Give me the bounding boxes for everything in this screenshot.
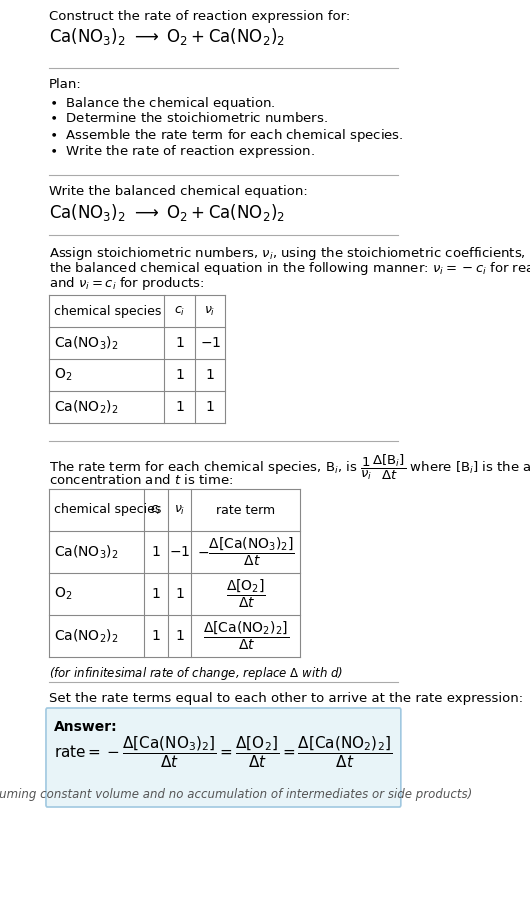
Text: Construct the rate of reaction expression for:: Construct the rate of reaction expressio… — [49, 10, 350, 23]
Text: $\mathrm{Ca(NO_3)_2}$: $\mathrm{Ca(NO_3)_2}$ — [54, 543, 119, 561]
Text: chemical species: chemical species — [54, 305, 162, 318]
Text: $-1$: $-1$ — [169, 545, 190, 559]
Text: $c_i$: $c_i$ — [150, 503, 162, 517]
Text: $\bullet$  Determine the stoichiometric numbers.: $\bullet$ Determine the stoichiometric n… — [49, 111, 328, 125]
FancyBboxPatch shape — [46, 708, 401, 807]
Text: rate term: rate term — [216, 503, 276, 517]
Text: 1: 1 — [206, 368, 215, 382]
Text: 1: 1 — [152, 587, 160, 601]
Text: (assuming constant volume and no accumulation of intermediates or side products): (assuming constant volume and no accumul… — [0, 788, 472, 801]
Text: $\mathrm{Ca(NO_3)_2}$: $\mathrm{Ca(NO_3)_2}$ — [54, 334, 119, 351]
Text: $\mathrm{Ca(NO_2)_2}$: $\mathrm{Ca(NO_2)_2}$ — [54, 399, 119, 416]
Text: $\nu_i$: $\nu_i$ — [174, 503, 185, 517]
Text: $\bullet$  Write the rate of reaction expression.: $\bullet$ Write the rate of reaction exp… — [49, 143, 315, 160]
Text: $\mathrm{Ca(NO_3)_2\ \longrightarrow\ O_2 + Ca(NO_2)_2}$: $\mathrm{Ca(NO_3)_2\ \longrightarrow\ O_… — [49, 26, 285, 47]
Text: Assign stoichiometric numbers, $\nu_i$, using the stoichiometric coefficients, $: Assign stoichiometric numbers, $\nu_i$, … — [49, 245, 530, 262]
Text: concentration and $t$ is time:: concentration and $t$ is time: — [49, 473, 233, 487]
Text: 1: 1 — [175, 400, 184, 414]
Text: Answer:: Answer: — [54, 720, 118, 734]
Text: $\mathrm{O_2}$: $\mathrm{O_2}$ — [54, 586, 73, 602]
Text: 1: 1 — [175, 587, 184, 601]
Text: Set the rate terms equal to each other to arrive at the rate expression:: Set the rate terms equal to each other t… — [49, 692, 523, 705]
Text: $\mathrm{Ca(NO_3)_2\ \longrightarrow\ O_2 + Ca(NO_2)_2}$: $\mathrm{Ca(NO_3)_2\ \longrightarrow\ O_… — [49, 202, 285, 223]
Text: $c_i$: $c_i$ — [174, 305, 185, 318]
Text: the balanced chemical equation in the following manner: $\nu_i = -c_i$ for react: the balanced chemical equation in the fo… — [49, 260, 530, 277]
Text: $\mathrm{Ca(NO_2)_2}$: $\mathrm{Ca(NO_2)_2}$ — [54, 627, 119, 644]
Text: $\mathrm{rate} = -\dfrac{\Delta[\mathrm{Ca(NO_3)_2}]}{\Delta t} = \dfrac{\Delta[: $\mathrm{rate} = -\dfrac{\Delta[\mathrm{… — [54, 734, 393, 770]
Text: Write the balanced chemical equation:: Write the balanced chemical equation: — [49, 185, 307, 198]
Text: chemical species: chemical species — [54, 503, 162, 517]
Text: $-1$: $-1$ — [199, 336, 221, 350]
Text: $\dfrac{\Delta[\mathrm{O_2}]}{\Delta t}$: $\dfrac{\Delta[\mathrm{O_2}]}{\Delta t}$ — [226, 578, 266, 611]
Text: 1: 1 — [206, 400, 215, 414]
Text: 1: 1 — [175, 368, 184, 382]
Text: 1: 1 — [175, 629, 184, 643]
Text: $\bullet$  Assemble the rate term for each chemical species.: $\bullet$ Assemble the rate term for eac… — [49, 127, 403, 144]
Text: 1: 1 — [152, 629, 160, 643]
Text: 1: 1 — [175, 336, 184, 350]
Text: $\dfrac{\Delta[\mathrm{Ca(NO_2)_2}]}{\Delta t}$: $\dfrac{\Delta[\mathrm{Ca(NO_2)_2}]}{\De… — [203, 620, 289, 652]
Text: $\nu_i$: $\nu_i$ — [205, 305, 216, 318]
Text: $-\dfrac{\Delta[\mathrm{Ca(NO_3)_2}]}{\Delta t}$: $-\dfrac{\Delta[\mathrm{Ca(NO_3)_2}]}{\D… — [197, 536, 295, 568]
Text: Plan:: Plan: — [49, 78, 82, 91]
Text: $\mathrm{O_2}$: $\mathrm{O_2}$ — [54, 367, 73, 383]
Text: $\bullet$  Balance the chemical equation.: $\bullet$ Balance the chemical equation. — [49, 95, 276, 112]
Text: and $\nu_i = c_i$ for products:: and $\nu_i = c_i$ for products: — [49, 275, 204, 292]
Text: 1: 1 — [152, 545, 160, 559]
Text: The rate term for each chemical species, B$_i$, is $\dfrac{1}{\nu_i}\dfrac{\Delt: The rate term for each chemical species,… — [49, 453, 530, 482]
Text: (for infinitesimal rate of change, replace $\Delta$ with $d$): (for infinitesimal rate of change, repla… — [49, 665, 343, 682]
